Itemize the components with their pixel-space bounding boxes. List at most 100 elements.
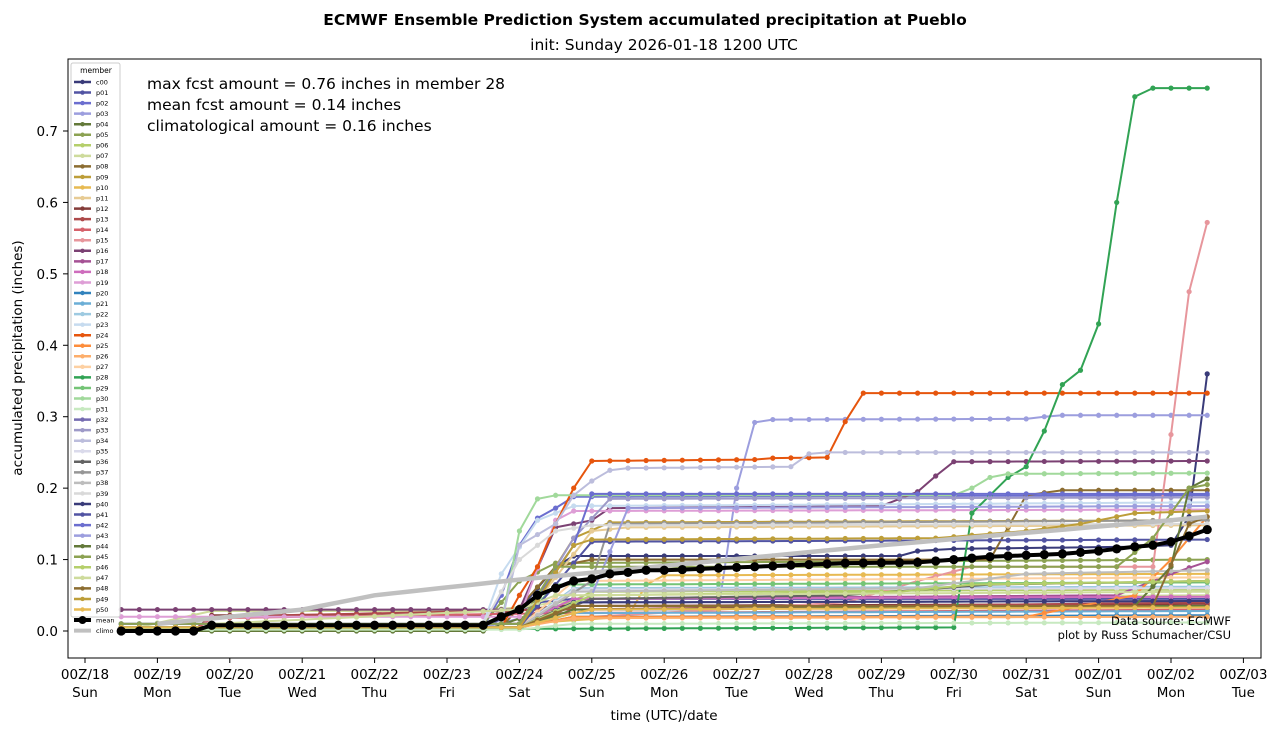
series-p23-point (607, 503, 613, 509)
series-p42-point (915, 491, 921, 497)
legend-label: p29 (96, 384, 108, 392)
series-p34-point (860, 449, 866, 456)
series-p50-point (1132, 605, 1138, 611)
series-p49-point (1114, 514, 1120, 520)
series-mean-point (351, 620, 362, 630)
series-p18-point (915, 595, 921, 601)
series-p24-point (860, 390, 866, 396)
series-p34-point (806, 451, 812, 457)
series-p47-point (1023, 590, 1029, 596)
legend-label: p22 (96, 310, 108, 318)
legend-swatch-marker (80, 417, 85, 422)
series-p28-point (878, 625, 885, 631)
series-p35-point (987, 586, 993, 592)
series-p28-point (951, 624, 957, 631)
series-p33-point (715, 495, 722, 502)
series-p38-point (969, 578, 975, 584)
series-p28-point (860, 625, 866, 631)
legend-swatch-marker (80, 354, 85, 359)
series-p39-point (643, 522, 649, 528)
series-p27-point (643, 577, 649, 584)
series-p18-point (1096, 594, 1102, 600)
series-p21-point (1096, 608, 1102, 614)
series-p33-point (752, 495, 758, 502)
legend-swatch-marker (80, 185, 85, 190)
legend-item-p08: p08 (74, 163, 108, 171)
annotation-mean: mean fcst amount = 0.14 inches (147, 96, 401, 114)
series-p28-point (589, 626, 595, 632)
series-p43-point (1077, 503, 1084, 510)
series-p27-point (860, 576, 866, 582)
legend-swatch-marker (80, 343, 85, 348)
series-p39-point (589, 522, 595, 528)
series-c00-point (933, 547, 939, 553)
series-p48-point (1186, 521, 1192, 527)
series-p24-point (788, 455, 794, 461)
series-p45-point (1041, 564, 1047, 570)
series-mean-point (315, 620, 325, 630)
series-p16-point (1186, 458, 1192, 464)
series-p33-point (933, 495, 939, 501)
series-p31-point (571, 621, 577, 627)
series-p10-point (806, 572, 812, 578)
series-p29-point (752, 581, 758, 587)
series-p33-point (1059, 495, 1065, 501)
legend-item-p35: p35 (74, 448, 108, 456)
series-mean-point (297, 620, 307, 630)
legend-item-p37: p37 (74, 469, 108, 477)
series-p34-point (643, 465, 649, 471)
series-p42-point (734, 491, 740, 497)
series-p46-point (1077, 580, 1084, 586)
series-p39-point (1023, 521, 1029, 527)
series-p50-point (571, 610, 577, 616)
series-p43-point (770, 505, 776, 511)
series-p38-point (1077, 570, 1084, 576)
series-p29-point (734, 581, 740, 587)
series-p28-point (1041, 428, 1047, 434)
series-p50-point (1114, 605, 1120, 611)
series-p43-point (1041, 504, 1047, 510)
series-p47-point (788, 591, 794, 597)
legend-label: p12 (96, 205, 108, 213)
series-p15-point (1168, 431, 1174, 438)
legend-swatch-marker (80, 333, 85, 338)
series-p47-point (752, 591, 758, 597)
series-p30-point (1132, 470, 1138, 476)
legend-label: p14 (96, 226, 108, 234)
series-p43-point (788, 504, 794, 511)
series-p40-point (951, 598, 957, 605)
series-p16-point (1005, 458, 1011, 465)
series-p27-point (933, 576, 939, 582)
series-p33-point (734, 495, 740, 502)
series-p43-point (878, 504, 885, 510)
series-p49-point (679, 536, 685, 542)
series-p43-point (842, 504, 848, 510)
legend-label: p20 (96, 289, 108, 297)
series-p33-point (661, 496, 667, 502)
series-mean-point (1148, 540, 1158, 550)
series-mean-point (949, 554, 959, 565)
series-mean-point (695, 564, 706, 574)
series-mean-point (623, 567, 633, 578)
series-p03-point (1041, 414, 1047, 420)
series-p35-point (1114, 585, 1120, 591)
series-p34-point (788, 464, 794, 470)
series-p16-point (191, 606, 197, 613)
series-p39-point (679, 522, 685, 528)
series-p18-point (878, 595, 885, 601)
legend-swatch-marker (78, 616, 87, 625)
series-p43-point (1059, 503, 1065, 510)
legend-swatch-marker (80, 290, 85, 296)
x-tick-day-label: Fri (946, 685, 962, 701)
legend-swatch-marker (80, 311, 85, 317)
series-p03-point (1096, 412, 1102, 418)
series-p16-point (1150, 458, 1156, 464)
series-p34-point (1023, 449, 1029, 456)
series-mean-point (243, 620, 253, 630)
series-p38-point (697, 587, 704, 593)
series-p42-point (1204, 491, 1210, 497)
series-p42-point (752, 491, 758, 497)
x-tick-day-label: Wed (287, 685, 316, 701)
series-mean-point (388, 620, 398, 630)
series-p34-point (933, 449, 939, 456)
